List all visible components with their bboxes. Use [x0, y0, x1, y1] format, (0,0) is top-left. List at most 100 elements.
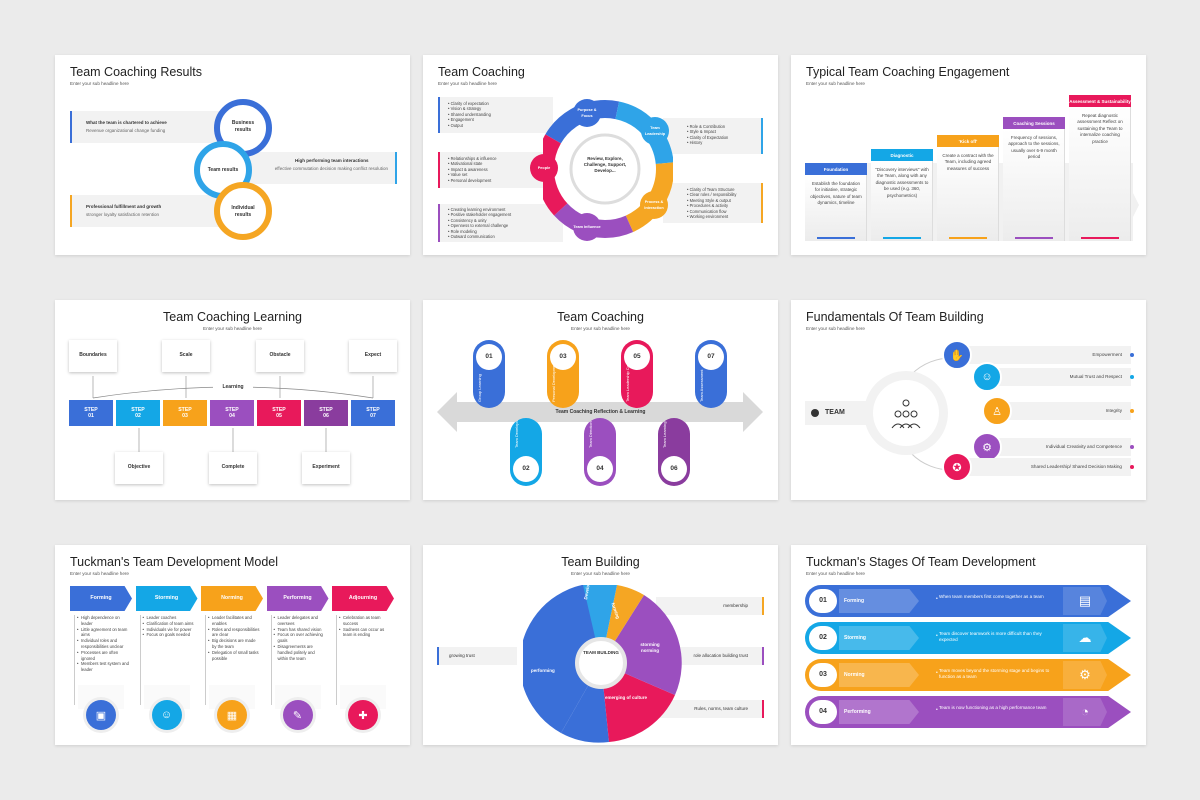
slide-subtitle: Enter your sub headline here — [438, 81, 497, 86]
callout-left-top: What the team is chartered to achieve Re… — [70, 111, 220, 143]
slide-team-coaching-wheel[interactable]: Team Coaching Enter your sub headline he… — [423, 55, 778, 255]
slide-coaching-learning[interactable]: Team Coaching Learning Enter your sub he… — [55, 300, 410, 500]
row-label-arrow — [839, 700, 919, 724]
list-item: Procedures & activity — [687, 203, 736, 208]
pill-text: Group Learning — [477, 374, 482, 402]
callout: Rules, norms, team culture — [656, 700, 764, 718]
list-item: Output — [448, 123, 491, 128]
row-bar — [805, 622, 1131, 654]
stair-underline — [1015, 237, 1053, 239]
callout-sub: effective commutation decision making co… — [274, 166, 388, 171]
pie-label: emerging of culture — [604, 695, 647, 700]
stage-item: Focus on goals needed — [141, 632, 196, 638]
slide-team-coaching-results[interactable]: Team Coaching Results Enter your sub hea… — [55, 55, 410, 255]
row-bar — [805, 585, 1131, 617]
stage-item: Delegation of small tasks possible — [206, 650, 261, 662]
step-label: STEP — [225, 407, 239, 413]
slide-team-building[interactable]: Team Building Enter your sub headline he… — [423, 545, 778, 745]
row-bullet: • — [936, 670, 938, 676]
pill-number: 01 — [476, 344, 502, 370]
step-label: STEP — [272, 407, 286, 413]
list-item: Creating learning environment — [448, 207, 511, 212]
stage-item: Celebration as team success — [337, 615, 392, 627]
stage-list: Leader coachesClarification of team aims… — [139, 615, 196, 705]
top-box: Obstacle — [256, 340, 304, 372]
slide-title: Team Coaching Learning — [163, 310, 302, 324]
stage-icon: ▣ — [86, 700, 116, 730]
list-tl: Clarity of expectationVision & strategyS… — [448, 101, 491, 128]
list-item: Openness to external challenge — [448, 223, 511, 228]
stair-underline — [883, 237, 921, 239]
pill: 03 Personal Development — [547, 340, 579, 408]
row-label-arrow — [839, 589, 919, 613]
stage-head: Adjourning — [332, 586, 394, 611]
stage-icon: ✚ — [348, 700, 378, 730]
row-text: Team is now functioning as a high perfor… — [939, 705, 1047, 710]
item-icon: ✪ — [942, 452, 972, 482]
row-label: Forming — [844, 598, 864, 604]
step-num: 06 — [323, 413, 329, 420]
item-dot — [1130, 465, 1134, 469]
list-item: Engagement — [448, 117, 491, 122]
item-label: Mutual Trust and Respect — [1069, 374, 1122, 379]
step-arrow-icon — [207, 410, 211, 416]
pill-text: Team Development — [514, 418, 519, 448]
learning-label: Learning — [213, 384, 253, 391]
callout-text: Rules, norms, team culture — [694, 706, 748, 711]
slide-title: Team Building — [561, 555, 640, 569]
row-number: 03 — [809, 663, 837, 687]
step-chip: STEP 03 — [163, 400, 207, 426]
wheel-center-label: Review, Explore, Challenge, Support, Dev… — [583, 156, 627, 173]
slide-tuckman-stages[interactable]: Tuckman's Stages Of Team Development Ent… — [791, 545, 1146, 745]
stair-body — [1069, 107, 1131, 241]
arrow-label: Team Coaching Reflection & Learning — [555, 409, 646, 415]
wheel-seg-purple — [543, 100, 673, 238]
callout: role allocation building trust — [663, 647, 764, 665]
callout-text: membership — [723, 603, 748, 608]
wheel-node: Team Influence — [573, 213, 601, 241]
stair-underline — [817, 237, 855, 239]
team-building-pie — [523, 585, 682, 743]
step-chip: STEP 04 — [210, 400, 254, 426]
stage-item: Team has shared vision — [272, 627, 327, 633]
item-label: Integrity — [1105, 408, 1122, 413]
pill-number: 07 — [698, 344, 724, 370]
stage-item: Sadness can occur as team is ending — [337, 627, 392, 639]
top-box: Expect — [349, 340, 397, 372]
item-dot — [1130, 445, 1134, 449]
callout-sub: stronger loyalty satisfaction retention — [86, 212, 160, 217]
stage-list: Leader delegates and overseesTeam has sh… — [270, 615, 327, 705]
pill-number: 02 — [513, 456, 539, 482]
slide-fundamentals[interactable]: Fundamentals Of Team Building Enter your… — [791, 300, 1146, 500]
stage-head: Forming — [70, 586, 132, 611]
list-item: Role modeling — [448, 229, 511, 234]
item-bar — [986, 438, 1131, 456]
step-chip: STEP 01 — [69, 400, 113, 426]
stage-item: Little agreement on team aims — [75, 627, 130, 639]
pill-text: Personal Development — [551, 361, 556, 402]
list-item: Clarity of Team Structure — [687, 187, 736, 192]
callout-head: High performing team interactions — [295, 158, 369, 163]
row-bullet: • — [936, 707, 938, 713]
pill: 07 Team Assessment — [695, 340, 727, 408]
item-label: Shared Leadership/ Shared Decision Makin… — [1030, 464, 1122, 469]
stage-item: High dependence on leader — [75, 615, 130, 627]
stair-text: "Discovery interviews" with the Team, al… — [875, 167, 929, 198]
stage-item: Leader facilitates and enables — [206, 615, 261, 627]
step-label: STEP — [319, 407, 333, 413]
pill-text: Team Assessment — [699, 369, 704, 402]
wheel-node: People — [530, 154, 558, 182]
stage-icon: ☺ — [151, 700, 182, 730]
slide-team-coaching-pills[interactable]: Team Coaching Enter your sub headline he… — [423, 300, 778, 500]
stage-item: Big decisions are made by the team — [206, 638, 261, 650]
list-item: Meeting Style & output — [687, 198, 736, 203]
list-item: Clear roles / responsibility — [687, 192, 737, 197]
slide-title: Typical Team Coaching Engagement — [806, 65, 1010, 79]
row-text: When team members first come together as… — [939, 594, 1044, 599]
slide-engagement[interactable]: Typical Team Coaching Engagement Enter y… — [791, 55, 1146, 255]
row-label-arrow — [839, 626, 919, 650]
slide-tuckman-model[interactable]: Tuckman's Team Development Model Enter y… — [55, 545, 410, 745]
callout-head: What the team is chartered to achieve — [86, 120, 167, 125]
wheel-seg-orange — [543, 100, 673, 238]
stair-label: Assessment & Sustainability — [1069, 95, 1131, 107]
